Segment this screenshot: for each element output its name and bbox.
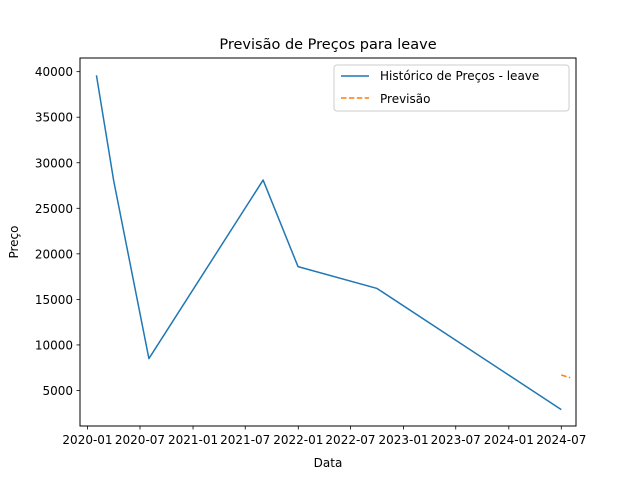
y-tick-label: 15000 xyxy=(35,293,73,307)
x-axis: 2020-01 2020-07 2021-01 2021-07 2022-01 2022-… xyxy=(62,426,586,447)
legend-label-historico: Histórico de Preços - leave xyxy=(380,69,539,83)
x-tick-label: 2020-07 xyxy=(115,433,165,447)
x-tick-label: 2021-01 xyxy=(168,433,218,447)
y-tick-label: 40000 xyxy=(35,65,73,79)
x-tick-label: 2024-01 xyxy=(484,433,534,447)
x-tick-label: 2024-07 xyxy=(536,433,586,447)
series-line-historico xyxy=(95,75,562,411)
legend-box xyxy=(333,64,570,112)
chart-title: Previsão de Preços para leave xyxy=(219,37,436,53)
x-tick-label: 2022-07 xyxy=(325,433,375,447)
plot-area-frame xyxy=(79,57,577,427)
x-tick-label: 2023-01 xyxy=(378,433,428,447)
x-tick-label: 2021-07 xyxy=(220,433,270,447)
x-axis-title: Data xyxy=(314,456,343,470)
legend: Histórico de Preços - leave Previsão xyxy=(333,64,570,112)
y-axis-title: Preço xyxy=(7,225,21,258)
y-tick-label: 35000 xyxy=(35,111,73,125)
legend-label-previsao: Previsão xyxy=(380,92,430,106)
y-tick-label: 30000 xyxy=(35,156,73,170)
y-tick-label: 25000 xyxy=(35,202,73,216)
y-tick-label: 5000 xyxy=(42,384,73,398)
series-layer xyxy=(95,75,571,411)
y-tick-label: 10000 xyxy=(35,338,73,352)
x-tick-label: 2020-01 xyxy=(62,433,112,447)
x-tick-label: 2023-07 xyxy=(431,433,481,447)
y-axis: 5000 10000 15000 20000 25000 30000 35000 40000 xyxy=(35,65,80,398)
x-tick-label: 2022-01 xyxy=(273,433,323,447)
series-line-previsao xyxy=(561,374,571,379)
y-tick-label: 20000 xyxy=(35,247,73,261)
